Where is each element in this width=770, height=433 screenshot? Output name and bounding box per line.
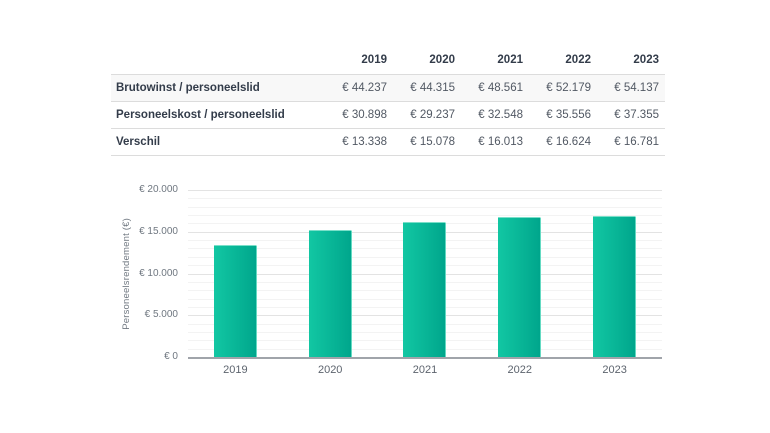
cell-value: € 16.781 (597, 128, 665, 156)
kpi-table: 2019 2020 2021 2022 2023 Brutowinst / pe… (111, 50, 665, 156)
y-tick-label: € 20.000 (139, 184, 178, 195)
col-header-2022: 2022 (565, 54, 591, 66)
bar-2019[interactable] (213, 244, 257, 357)
col-header-2019: 2019 (361, 54, 387, 66)
x-label-2019: 2019 (223, 364, 248, 376)
bar-2022[interactable] (498, 217, 542, 357)
col-header-2023: 2023 (633, 54, 659, 66)
x-label-2021: 2021 (412, 364, 438, 376)
bar-slot (567, 215, 662, 357)
cell-value: € 29.237 (393, 101, 461, 129)
y-tick-label: € 10.000 (139, 267, 178, 279)
cell-value: € 30.898 (325, 101, 393, 129)
row-label: Brutowinst / personeelslid (111, 74, 325, 102)
cell-value: € 44.237 (325, 74, 393, 102)
gridline (188, 190, 662, 191)
y-axis-ticks: € 20.000 € 15.000 € 10.000 € 5.000 € 0 (104, 184, 178, 362)
table-header-row: 2019 2020 2021 2022 2023 (111, 50, 665, 75)
x-label-2020: 2020 (317, 364, 343, 376)
row-label: Personeelskost / personeelslid (111, 101, 325, 129)
bar-2020[interactable] (308, 230, 352, 357)
bar-slot (188, 244, 283, 357)
bar-slot (378, 222, 473, 357)
col-header-2020: 2020 (429, 54, 455, 66)
cell-value: € 37.355 (597, 101, 665, 129)
cell-value: € 15.078 (393, 128, 461, 156)
table-row-brutowinst: Brutowinst / personeelslid € 44.237 € 44… (111, 74, 665, 102)
bar-chart-plot-area (188, 190, 662, 359)
gridline (188, 198, 662, 200)
x-label-2023: 2023 (602, 364, 627, 376)
bar-2023[interactable] (593, 215, 637, 357)
cell-value: € 35.556 (529, 101, 597, 129)
bar-slot (472, 217, 567, 357)
cell-value: € 16.624 (529, 128, 597, 156)
bar-2021[interactable] (403, 222, 447, 357)
gridline (188, 215, 662, 217)
y-tick-label: € 0 (164, 351, 178, 362)
col-header-2021: 2021 (497, 54, 523, 66)
bar-slot (283, 230, 378, 357)
y-tick-label: € 5.000 (144, 309, 178, 321)
cell-value: € 32.548 (461, 101, 529, 129)
table-row-personeelskost: Personeelskost / personeelslid € 30.898 … (111, 101, 665, 129)
cell-value: € 52.179 (529, 74, 597, 102)
cell-value: € 13.338 (325, 128, 393, 156)
cell-value: € 48.561 (461, 74, 529, 102)
table-row-verschil: Verschil € 13.338 € 15.078 € 16.013 € 16… (111, 128, 665, 156)
gridline (188, 206, 662, 208)
cell-value: € 54.137 (597, 74, 665, 102)
cell-value: € 44.315 (393, 74, 461, 102)
y-tick-label: € 15.000 (139, 225, 178, 237)
x-axis-labels: 2019 2020 2021 2022 2023 (188, 364, 662, 376)
row-label: Verschil (111, 128, 325, 156)
cell-value: € 16.013 (461, 128, 529, 156)
empty-header-cell (111, 50, 325, 75)
x-label-2022: 2022 (507, 364, 533, 376)
